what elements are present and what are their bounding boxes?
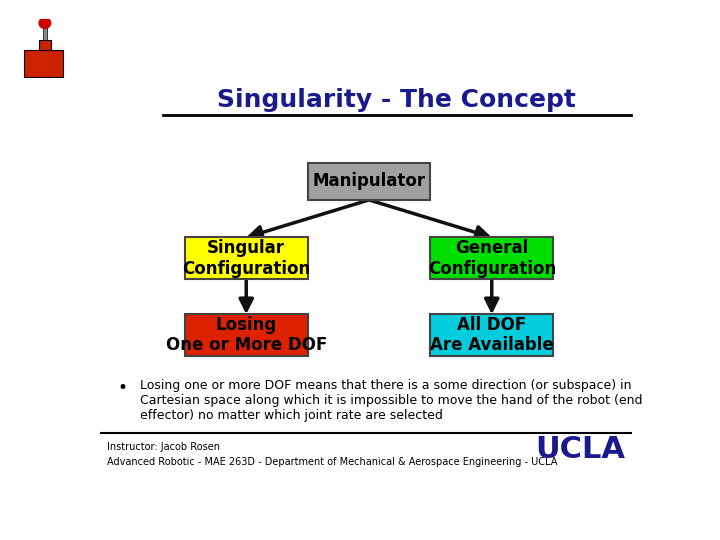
Text: •: • [118, 379, 127, 397]
FancyBboxPatch shape [24, 50, 63, 77]
FancyBboxPatch shape [43, 26, 47, 40]
Text: Advanced Robotic - MAE 263D - Department of Mechanical & Aerospace Engineering -: Advanced Robotic - MAE 263D - Department… [107, 457, 557, 467]
Text: Singularity - The Concept: Singularity - The Concept [217, 88, 576, 112]
FancyBboxPatch shape [39, 40, 50, 50]
FancyBboxPatch shape [431, 314, 553, 356]
Text: General
Configuration: General Configuration [428, 239, 556, 278]
FancyBboxPatch shape [185, 314, 307, 356]
Circle shape [39, 18, 50, 29]
FancyBboxPatch shape [185, 238, 307, 279]
Text: Losing one or more DOF means that there is a some direction (or subspace) in
Car: Losing one or more DOF means that there … [140, 379, 643, 422]
Text: Instructor: Jacob Rosen: Instructor: Jacob Rosen [107, 442, 220, 453]
Text: Singular
Configuration: Singular Configuration [182, 239, 310, 278]
Text: Manipulator: Manipulator [312, 172, 426, 190]
Text: Losing
One or More DOF: Losing One or More DOF [166, 316, 327, 354]
Text: All DOF
Are Available: All DOF Are Available [430, 316, 554, 354]
FancyBboxPatch shape [307, 163, 431, 200]
Text: UCLA: UCLA [536, 435, 626, 464]
FancyBboxPatch shape [431, 238, 553, 279]
